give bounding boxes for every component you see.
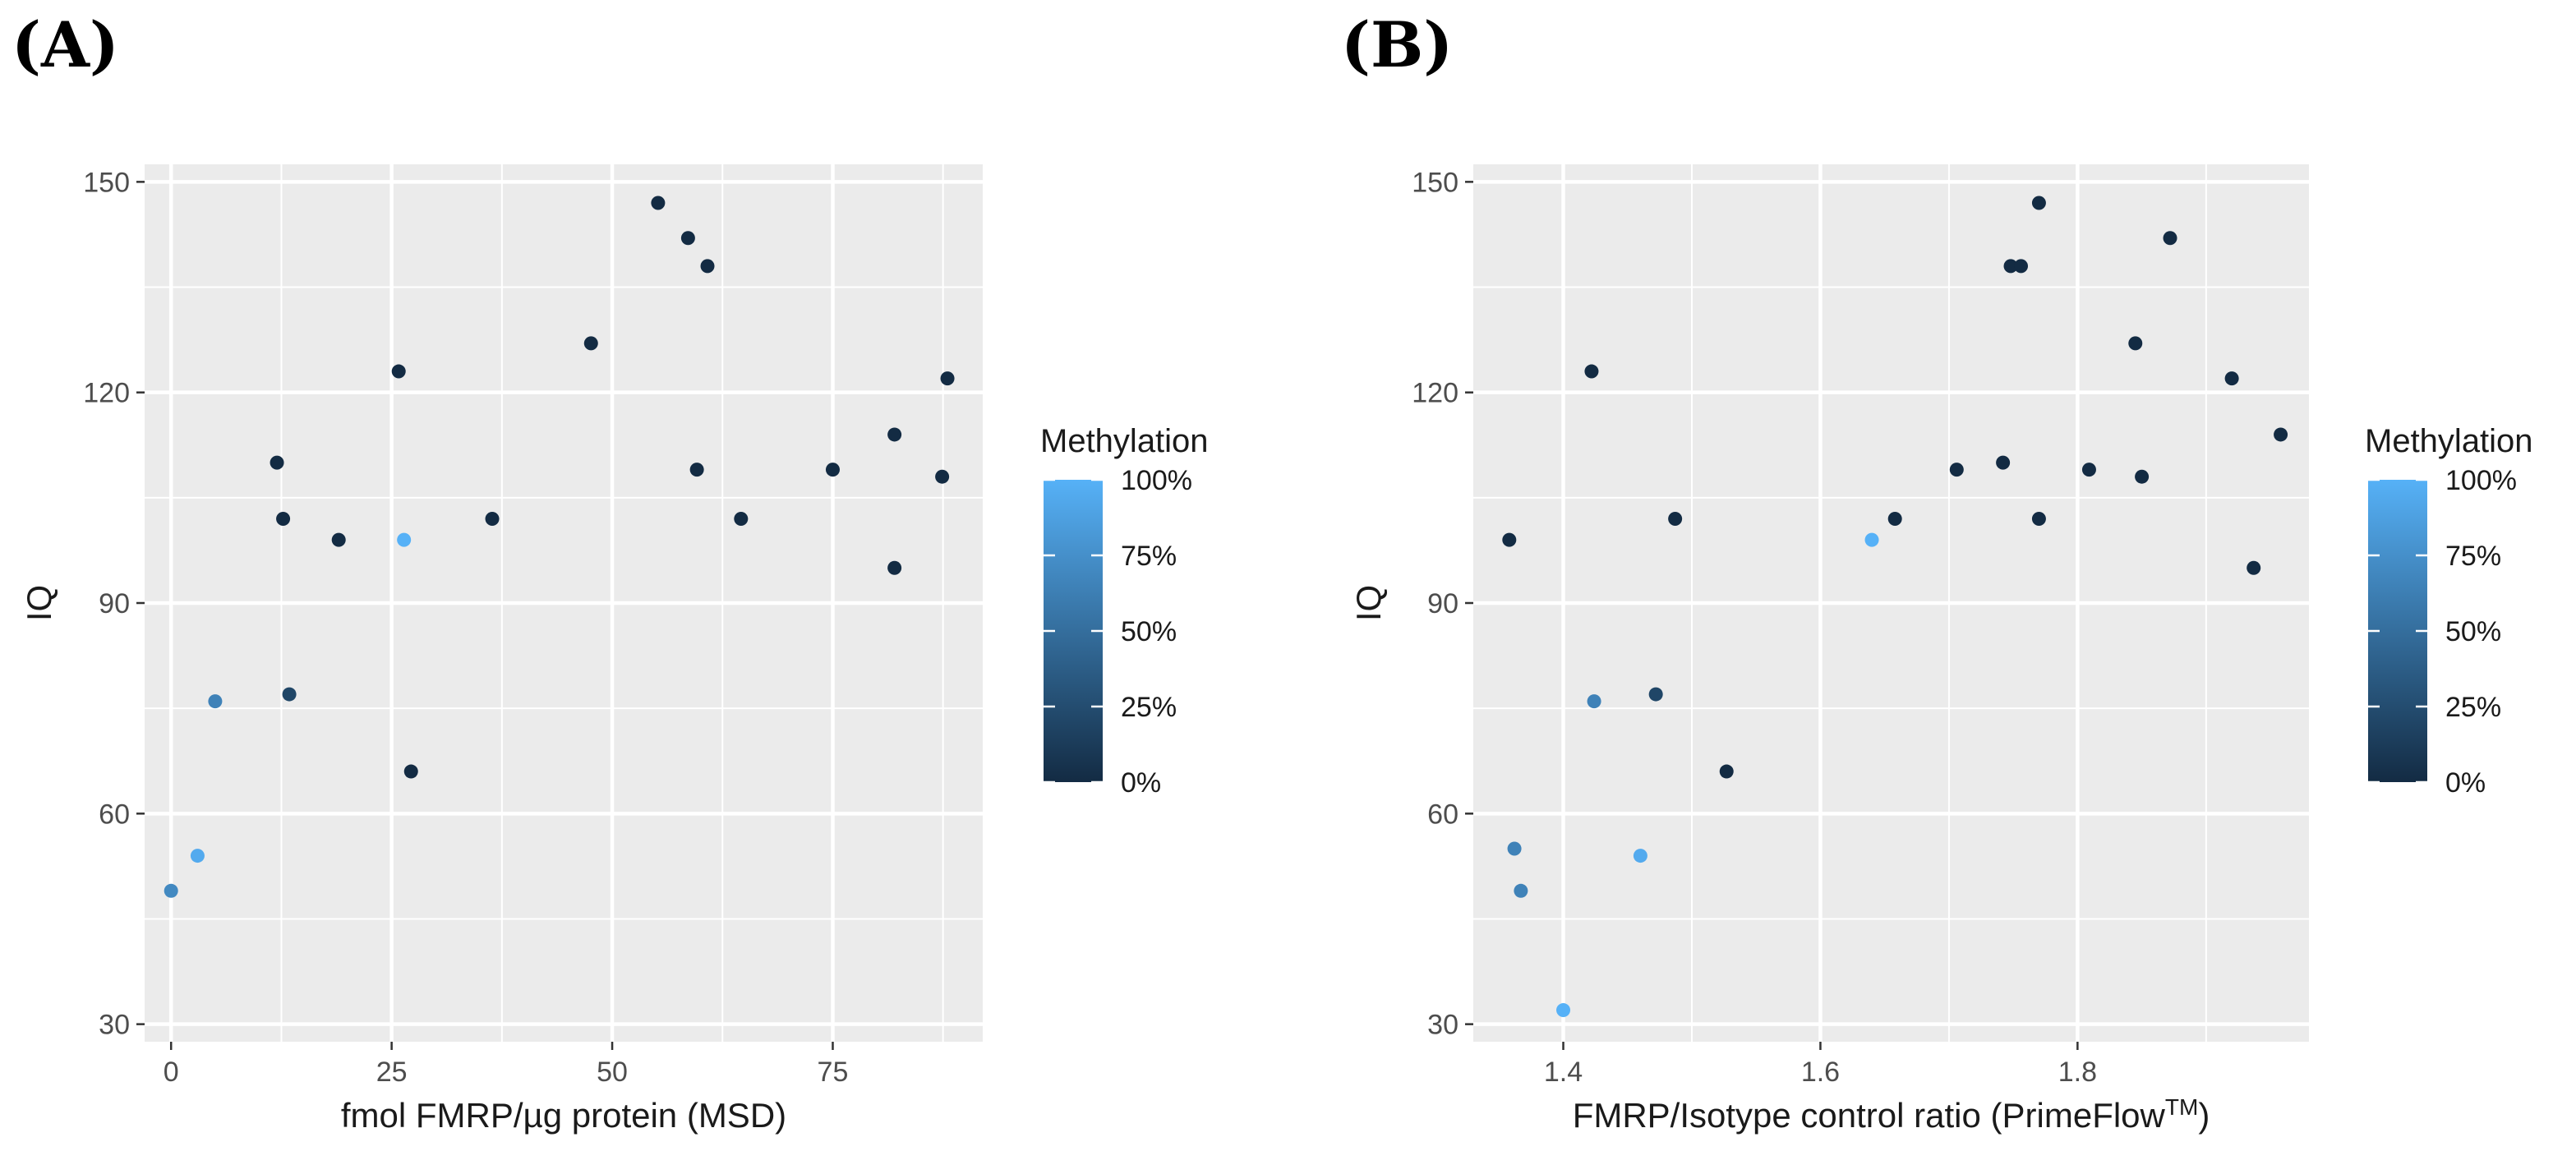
- data-point: [680, 231, 695, 246]
- data-point: [825, 463, 840, 477]
- data-point: [1587, 694, 1601, 709]
- methylation-legend: Methylation 100% 75% 50% 25% 0%: [1040, 423, 1209, 799]
- x-tick-label: 1.4: [1544, 1057, 1583, 1088]
- y-tick-label: 30: [99, 1010, 130, 1041]
- x-axis-title-superscript: TM: [2165, 1094, 2198, 1120]
- legend-tick-label: 0%: [1121, 767, 1161, 799]
- data-point: [1648, 687, 1663, 702]
- x-axis-title-close: ): [2198, 1096, 2210, 1135]
- y-tick-label: 60: [1427, 799, 1459, 830]
- panel-label-b: (B): [1341, 8, 1454, 81]
- data-point: [887, 560, 902, 575]
- data-point: [700, 259, 715, 274]
- legend-tick-label: 75%: [2445, 541, 2501, 572]
- data-point: [1556, 1003, 1571, 1018]
- data-point: [164, 883, 178, 898]
- data-point: [1949, 463, 1964, 477]
- data-point: [391, 364, 406, 379]
- data-point: [1719, 764, 1734, 779]
- legend-tick-label: 100%: [1121, 465, 1192, 496]
- data-point: [331, 532, 346, 547]
- data-point: [276, 511, 291, 526]
- data-point: [1996, 455, 2011, 470]
- y-tick-label: 150: [1412, 167, 1459, 198]
- y-tick-label: 30: [1427, 1010, 1459, 1041]
- x-axis-title: fmol FMRP/µg protein (MSD): [341, 1096, 786, 1135]
- data-point: [2247, 560, 2261, 575]
- data-point: [403, 764, 418, 779]
- data-point: [1507, 841, 1522, 856]
- legend-title: Methylation: [1040, 423, 1209, 459]
- x-axis-title: FMRP/Isotype control ratio (PrimeFlowTM): [1573, 1094, 2210, 1135]
- panel-label-a: (A): [12, 8, 119, 81]
- data-point: [2163, 231, 2177, 246]
- data-point: [2031, 196, 2046, 210]
- data-point: [1584, 364, 1599, 379]
- y-tick-label: 90: [99, 588, 130, 619]
- data-point: [190, 849, 205, 863]
- y-tick-label: 150: [83, 167, 130, 198]
- y-tick-label: 90: [1427, 588, 1459, 619]
- legend-tick-label: 25%: [1121, 692, 1177, 723]
- legend-title: Methylation: [2365, 423, 2533, 459]
- y-axis-title: IQ: [20, 585, 58, 621]
- data-point: [282, 687, 297, 702]
- data-point: [208, 694, 223, 709]
- data-point: [2128, 336, 2143, 351]
- y-tick-label: 60: [99, 799, 130, 830]
- data-point: [583, 336, 598, 351]
- y-axis-title: IQ: [1349, 585, 1388, 621]
- data-point: [1633, 849, 1647, 863]
- data-point: [270, 455, 284, 470]
- legend-tick-label: 75%: [1121, 541, 1177, 572]
- data-point: [2081, 463, 2096, 477]
- data-point: [940, 371, 955, 386]
- legend-tick-label: 100%: [2445, 465, 2517, 496]
- chart-panel-a: 30 60 90 120 150 0 25 50 75 fmol FMRP/µg protein …: [20, 164, 1209, 1135]
- data-point: [2031, 511, 2046, 526]
- x-tick-label: 1.8: [2058, 1057, 2097, 1088]
- data-point: [2003, 259, 2018, 274]
- data-point: [651, 196, 666, 210]
- data-point: [1514, 883, 1528, 898]
- data-point: [2014, 259, 2029, 274]
- data-point: [1668, 511, 1683, 526]
- x-tick-label: 0: [164, 1057, 179, 1088]
- data-point: [1864, 532, 1879, 547]
- x-tick-label: 25: [376, 1057, 408, 1088]
- x-tick-label: 50: [597, 1057, 628, 1088]
- data-point: [2135, 469, 2150, 484]
- chart-panel-b: 30 60 90 120 150 1.4 1.6 1.8 FMRP/Isotype contro…: [1349, 164, 2533, 1135]
- legend-tick-label: 50%: [2445, 616, 2501, 647]
- y-tick-label: 120: [83, 378, 130, 409]
- data-point: [1502, 532, 1517, 547]
- methylation-legend: Methylation 100% 75% 50% 25% 0%: [2365, 423, 2533, 799]
- data-point: [397, 532, 412, 547]
- x-tick-label: 1.6: [1801, 1057, 1840, 1088]
- data-point: [935, 469, 950, 484]
- data-point: [2224, 371, 2239, 386]
- data-point: [2274, 427, 2288, 442]
- legend-tick-label: 0%: [2445, 767, 2486, 799]
- y-tick-label: 120: [1412, 378, 1459, 409]
- legend-tick-label: 50%: [1121, 616, 1177, 647]
- data-point: [689, 463, 704, 477]
- x-tick-label: 75: [818, 1057, 849, 1088]
- data-point: [485, 511, 500, 526]
- data-point: [734, 511, 749, 526]
- legend-tick-label: 25%: [2445, 692, 2501, 723]
- data-point: [887, 427, 902, 442]
- data-point: [1887, 511, 1902, 526]
